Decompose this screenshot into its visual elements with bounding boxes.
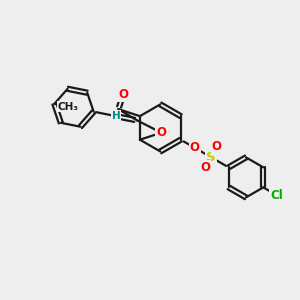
Text: O: O (212, 140, 222, 153)
Text: O: O (190, 141, 200, 154)
Text: S: S (206, 151, 216, 164)
Text: O: O (118, 88, 128, 101)
Text: Cl: Cl (270, 189, 283, 202)
Text: O: O (156, 126, 167, 139)
Text: O: O (200, 161, 210, 174)
Text: H: H (112, 111, 121, 121)
Text: CH₃: CH₃ (58, 102, 79, 112)
